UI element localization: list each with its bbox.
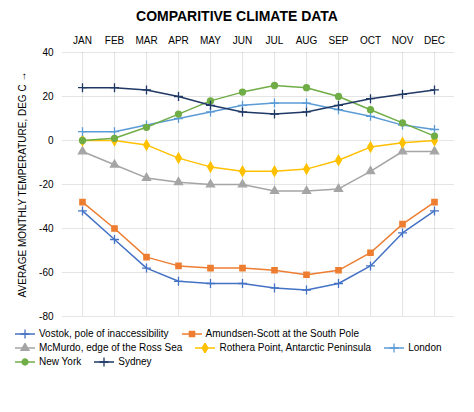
html-text:Rothera Point, Antarctic Penin: Rothera Point, Antarctic Peninsula [219, 342, 372, 353]
html-text:COMPARITIVE CLIMATE DATA: COMPARITIVE CLIMATE DATA [136, 8, 338, 24]
svg-text:JUL: JUL [266, 35, 284, 46]
html-text:Sydney: Sydney [118, 356, 152, 367]
svg-text:-40: -40 [39, 223, 54, 234]
svg-text:20: 20 [42, 91, 54, 102]
html-text:New York: New York [39, 356, 82, 367]
svg-text:MAR: MAR [135, 35, 157, 46]
svg-text:FEB: FEB [105, 35, 125, 46]
svg-text:OCT: OCT [360, 35, 381, 46]
html-text:Vostok, pole of inaccessibilit: Vostok, pole of inaccessibility [39, 328, 169, 339]
svg-text:SEP: SEP [328, 35, 348, 46]
html-text:Amundsen-Scott at the South Po: Amundsen-Scott at the South Pole [205, 328, 359, 339]
svg-text:APR: APR [168, 35, 189, 46]
svg-text:AUG: AUG [296, 35, 318, 46]
html-text:London: London [408, 342, 442, 353]
svg-text:-80: -80 [39, 311, 54, 322]
html-text:McMurdo, edge of the Ross Sea: McMurdo, edge of the Ross Sea [39, 342, 183, 353]
svg-text:-20: -20 [39, 179, 54, 190]
svg-text:AVERAGE MONTHLY TEMPERATURE, D: AVERAGE MONTHLY TEMPERATURE, DEG C → [17, 72, 28, 298]
svg-text:40: 40 [42, 47, 54, 58]
svg-text:0: 0 [48, 135, 54, 146]
svg-text:JUN: JUN [233, 35, 252, 46]
svg-text:JAN: JAN [73, 35, 92, 46]
svg-text:NOV: NOV [392, 35, 414, 46]
svg-text:MAY: MAY [200, 35, 221, 46]
svg-text:DEC: DEC [424, 35, 445, 46]
svg-text:-60: -60 [39, 267, 54, 278]
